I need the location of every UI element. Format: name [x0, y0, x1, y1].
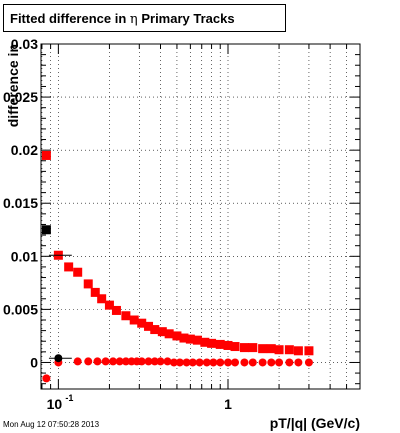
chart-title: Fitted difference in η Primary Tracks: [10, 11, 235, 27]
data-point-circle: [93, 357, 102, 366]
x-tick-label: 10: [47, 396, 63, 412]
y-tick-label: 0.01: [11, 248, 38, 264]
axis-labels: 0 0.005 0.01 0.015 0.02 0.025 0.03 10 -1 1 pT/|q| …: [3, 36, 360, 431]
data-point-circle: [156, 357, 165, 366]
data-point-square: [121, 311, 131, 321]
y-tick-label: 0.005: [3, 301, 38, 317]
chart-title-suffix: Primary Tracks: [141, 11, 235, 26]
data-point-square: [223, 340, 233, 350]
y-tick-label: 0.025: [3, 89, 38, 105]
data-point-circle: [84, 357, 93, 366]
y-tick-label: 0.015: [3, 195, 38, 211]
data-point-circle: [216, 358, 225, 367]
data-point-circle: [163, 357, 172, 366]
data-point-square: [157, 327, 167, 337]
data-point-square: [172, 331, 182, 341]
data-point-circle: [144, 357, 153, 366]
data-point-circle: [202, 358, 211, 367]
data-point-circle: [73, 357, 82, 366]
data-point-square: [266, 344, 276, 354]
data-point-square: [200, 337, 210, 347]
data-point-square: [274, 345, 284, 355]
data-point-square: [144, 321, 154, 331]
data-point-circle: [240, 358, 249, 367]
data-point-square: [239, 343, 249, 353]
chart-title-symbol: η: [129, 12, 138, 27]
data-point-square: [179, 333, 189, 343]
x-tick-label: 1: [224, 396, 232, 412]
data-point-square: [248, 343, 258, 353]
data-point-circle: [248, 358, 257, 367]
data-point-circle: [137, 357, 146, 366]
data-point-square: [192, 335, 202, 345]
data-point-square: [137, 318, 147, 328]
data-point-circle: [101, 357, 110, 366]
chart-title-main: Fitted difference in: [10, 11, 127, 26]
data-point-circle: [150, 357, 159, 366]
y-axis-label: difference in: [5, 44, 21, 127]
data-point-square: [64, 262, 74, 272]
data-point-square: [304, 346, 314, 356]
data-point-circle: [175, 358, 184, 367]
data-point-square: [230, 342, 240, 352]
y-tick-label: 0.02: [11, 142, 38, 158]
data-point-circle: [294, 358, 303, 367]
data-point-circle: [188, 358, 197, 367]
x-tick-label-exponent: -1: [65, 393, 73, 403]
data-point-circle: [109, 357, 118, 366]
data-point-square: [41, 150, 51, 160]
data-point-square: [258, 344, 268, 354]
data-point-square: [150, 325, 160, 335]
data-point-square: [215, 339, 225, 349]
data-point-circle: [195, 358, 204, 367]
data-point-square: [104, 300, 114, 310]
plot-frame: [40, 43, 361, 390]
chart-title-box: Fitted difference in η Primary Tracks: [3, 4, 286, 32]
timestamp: Mon Aug 12 07:50:28 2013: [3, 420, 100, 429]
data-point-circle: [231, 358, 240, 367]
data-point-square: [41, 225, 51, 235]
data-markers: [41, 150, 314, 383]
data-point-circle: [209, 358, 218, 367]
data-point-circle: [42, 374, 51, 383]
data-point-square: [90, 287, 100, 297]
data-point-circle: [267, 358, 276, 367]
data-point-square: [293, 346, 303, 356]
data-point-circle: [258, 358, 267, 367]
data-point-square: [129, 315, 139, 325]
data-point-circle: [121, 357, 130, 366]
data-point-circle: [223, 358, 232, 367]
data-point-circle: [304, 358, 313, 367]
x-axis-label: pT/|q| (GeV/c): [270, 415, 360, 431]
data-point-circle: [275, 358, 284, 367]
data-point-circle: [182, 358, 191, 367]
data-point-circle: [115, 357, 124, 366]
data-point-circle: [169, 358, 178, 367]
data-point-square: [207, 338, 217, 348]
data-point-square: [111, 305, 121, 315]
y-tick-label: 0.03: [11, 36, 38, 52]
data-point-square: [185, 334, 195, 344]
data-point-circle: [285, 358, 294, 367]
data-point-square: [284, 345, 294, 355]
axes: [40, 43, 361, 390]
y-tick-label: 0: [30, 354, 38, 370]
data-point-square: [73, 267, 83, 277]
data-point-square: [83, 279, 93, 289]
data-point-square: [164, 329, 174, 339]
data-point-square: [97, 294, 107, 304]
